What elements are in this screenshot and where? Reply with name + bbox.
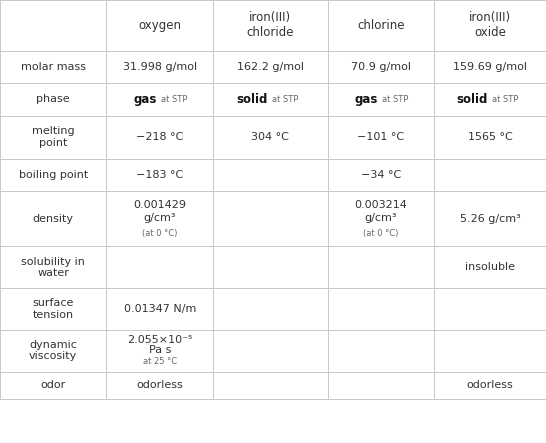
Text: gas: gas <box>134 93 157 106</box>
Text: odorless: odorless <box>136 380 183 390</box>
Text: 0.01347 N/m: 0.01347 N/m <box>123 304 196 314</box>
Text: −101 °C: −101 °C <box>357 132 405 142</box>
Text: −34 °C: −34 °C <box>361 170 401 180</box>
Text: gas: gas <box>355 93 378 106</box>
Text: 70.9 g/mol: 70.9 g/mol <box>351 62 411 72</box>
Text: density: density <box>33 214 74 224</box>
Text: g/cm³: g/cm³ <box>144 213 176 222</box>
Text: at STP: at STP <box>382 95 409 104</box>
Text: molar mass: molar mass <box>21 62 86 72</box>
Text: surface
tension: surface tension <box>33 298 74 320</box>
Text: at STP: at STP <box>272 95 298 104</box>
Text: insoluble: insoluble <box>465 262 515 272</box>
Text: −218 °C: −218 °C <box>136 132 183 142</box>
Text: 159.69 g/mol: 159.69 g/mol <box>453 62 527 72</box>
Text: 162.2 g/mol: 162.2 g/mol <box>237 62 304 72</box>
Text: at STP: at STP <box>162 95 188 104</box>
Text: 0.001429: 0.001429 <box>133 200 186 210</box>
Text: iron(III)
oxide: iron(III) oxide <box>469 12 511 39</box>
Text: boiling point: boiling point <box>19 170 88 180</box>
Text: at 25 °C: at 25 °C <box>143 358 177 366</box>
Text: (at 0 °C): (at 0 °C) <box>142 229 177 238</box>
Text: 5.26 g/cm³: 5.26 g/cm³ <box>460 214 520 224</box>
Text: at STP: at STP <box>491 95 518 104</box>
Text: 2.055×10⁻⁵: 2.055×10⁻⁵ <box>127 335 192 345</box>
Text: Pa s: Pa s <box>149 345 171 355</box>
Text: iron(III)
chloride: iron(III) chloride <box>247 12 294 39</box>
Text: melting
point: melting point <box>32 126 75 148</box>
Text: (at 0 °C): (at 0 °C) <box>363 229 399 238</box>
Text: 31.998 g/mol: 31.998 g/mol <box>123 62 197 72</box>
Text: chlorine: chlorine <box>357 19 405 32</box>
Text: solid: solid <box>456 93 487 106</box>
Text: solubility in
water: solubility in water <box>21 256 85 278</box>
Text: −183 °C: −183 °C <box>136 170 183 180</box>
Text: dynamic
viscosity: dynamic viscosity <box>29 340 78 361</box>
Text: phase: phase <box>37 94 70 105</box>
Text: 1565 °C: 1565 °C <box>468 132 512 142</box>
Text: solid: solid <box>236 93 268 106</box>
Text: g/cm³: g/cm³ <box>365 213 397 222</box>
Text: 0.003214: 0.003214 <box>354 200 407 210</box>
Text: odor: odor <box>40 380 66 390</box>
Text: 304 °C: 304 °C <box>251 132 289 142</box>
Text: oxygen: oxygen <box>138 19 181 32</box>
Text: odorless: odorless <box>467 380 513 390</box>
